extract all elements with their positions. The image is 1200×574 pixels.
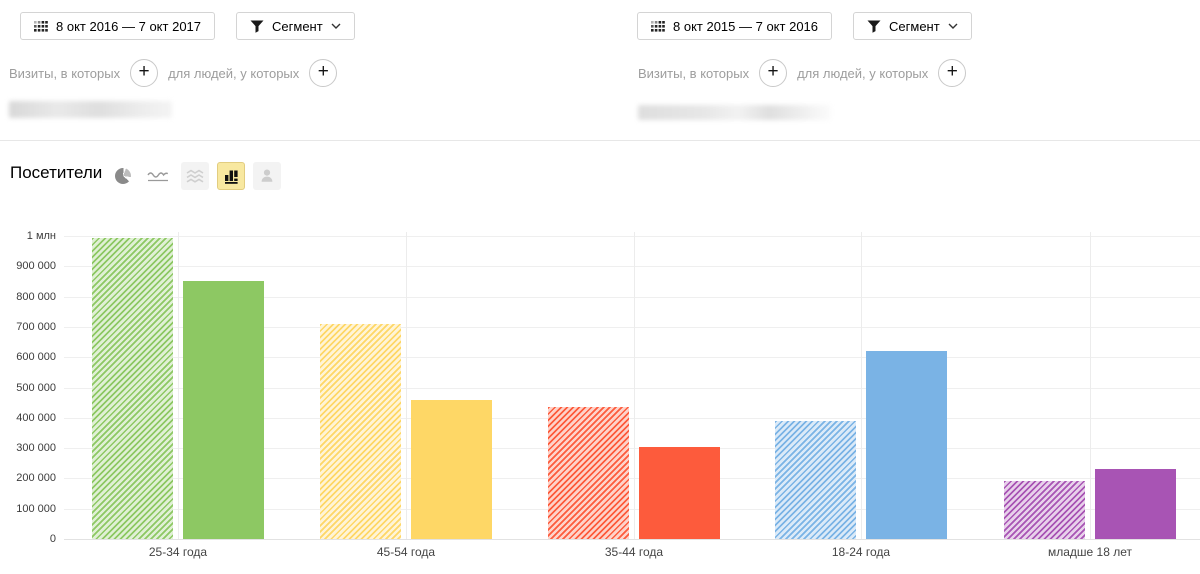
add-people-condition-button-a[interactable]: + [309,59,338,87]
redacted-counter-name-b [638,105,831,120]
segment-panel-b: 8 окт 2015 — 7 окт 2016 Сегмент Визиты, … [618,0,1200,140]
y-tick-label: 400 000 [16,411,56,424]
date-range-label: 8 окт 2015 — 7 окт 2016 [673,18,819,34]
add-people-condition-button-b[interactable]: + [938,59,967,87]
gridline-v [861,232,862,539]
bar-hatched-0[interactable] [92,238,173,539]
bar-solid-0[interactable] [183,281,264,539]
bar-hatched-3[interactable] [775,421,856,539]
y-tick-label: 600 000 [16,351,56,364]
person-pin-icon[interactable] [253,162,281,190]
visitors-section-header: Посетители [0,155,1200,200]
gridline-v [406,232,407,539]
funnel-icon [250,20,264,33]
visits-condition-label: Визиты, в которых [9,65,121,81]
calendar-grid-icon [651,20,665,32]
add-visit-condition-button-a[interactable]: + [130,59,159,87]
gridline-h [64,236,1200,237]
line-chart-icon[interactable] [144,162,172,190]
header-divider [0,140,1200,141]
page-title: Посетители [10,163,103,182]
x-axis-label: 35-44 года [604,545,664,559]
y-tick-label: 100 000 [16,502,56,515]
x-axis-label: младше 18 лет [1047,545,1133,559]
y-tick-label: 800 000 [16,290,56,303]
people-condition-label: для людей, у которых [168,65,300,81]
gridline-h [64,326,1200,328]
y-tick-label: 1 млн [26,230,56,242]
y-tick-label: 300 000 [16,442,56,455]
x-axis-label: 18-24 года [831,545,891,559]
x-axis-label: 25-34 года [148,545,208,559]
segment-panel-a: 8 окт 2016 — 7 окт 2017 Сегмент Визиты, … [0,0,618,140]
y-tick-label: 500 000 [16,381,56,394]
gridline-v [178,232,179,539]
date-range-button-a[interactable]: 8 окт 2016 — 7 окт 2017 [20,12,216,40]
gridline-v [634,232,635,539]
gridline-h [64,417,1200,419]
bar-solid-4[interactable] [1095,469,1176,539]
pie-chart-icon[interactable] [109,162,137,190]
redacted-counter-name-a [9,101,172,118]
chevron-down-icon [948,23,958,29]
bar-solid-2[interactable] [639,447,720,539]
gridline-h [64,296,1200,298]
add-visit-condition-button-b[interactable]: + [759,59,788,87]
gridline-h [64,539,1200,540]
bar-hatched-1[interactable] [320,324,401,539]
people-condition-label: для людей, у которых [797,65,929,81]
stacked-area-chart-icon[interactable] [181,162,209,190]
gridline-h [64,478,1200,480]
date-range-button-b[interactable]: 8 окт 2015 — 7 окт 2016 [637,12,833,40]
segment-label: Сегмент [272,18,323,34]
plot-area [64,232,1200,540]
gridline-h [64,266,1200,268]
y-tick-label: 200 000 [16,472,56,485]
date-range-label: 8 окт 2016 — 7 окт 2017 [56,18,202,34]
segment-label: Сегмент [889,18,940,34]
gridline-h [64,448,1200,450]
bar-solid-3[interactable] [866,351,947,539]
bar-chart-icon[interactable] [217,162,245,190]
segment-button-b[interactable]: Сегмент [853,12,972,40]
gridline-v [1090,232,1091,539]
segment-button-a[interactable]: Сегмент [236,12,355,40]
chevron-down-icon [331,23,341,29]
funnel-icon [867,20,881,33]
calendar-grid-icon [34,20,48,32]
gridline-h [64,508,1200,510]
bar-solid-1[interactable] [411,400,492,539]
bar-hatched-4[interactable] [1004,481,1085,539]
x-axis-label: 45-54 года [376,545,436,559]
y-tick-label: 0 [49,533,56,545]
y-tick-label: 700 000 [16,320,56,333]
visits-condition-label: Визиты, в которых [638,65,750,81]
gridline-h [64,357,1200,359]
y-tick-label: 900 000 [16,260,56,273]
gridline-h [64,387,1200,389]
bar-hatched-2[interactable] [548,407,629,539]
